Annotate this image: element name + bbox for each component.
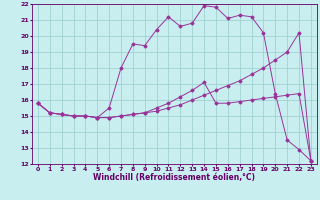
X-axis label: Windchill (Refroidissement éolien,°C): Windchill (Refroidissement éolien,°C) (93, 173, 255, 182)
